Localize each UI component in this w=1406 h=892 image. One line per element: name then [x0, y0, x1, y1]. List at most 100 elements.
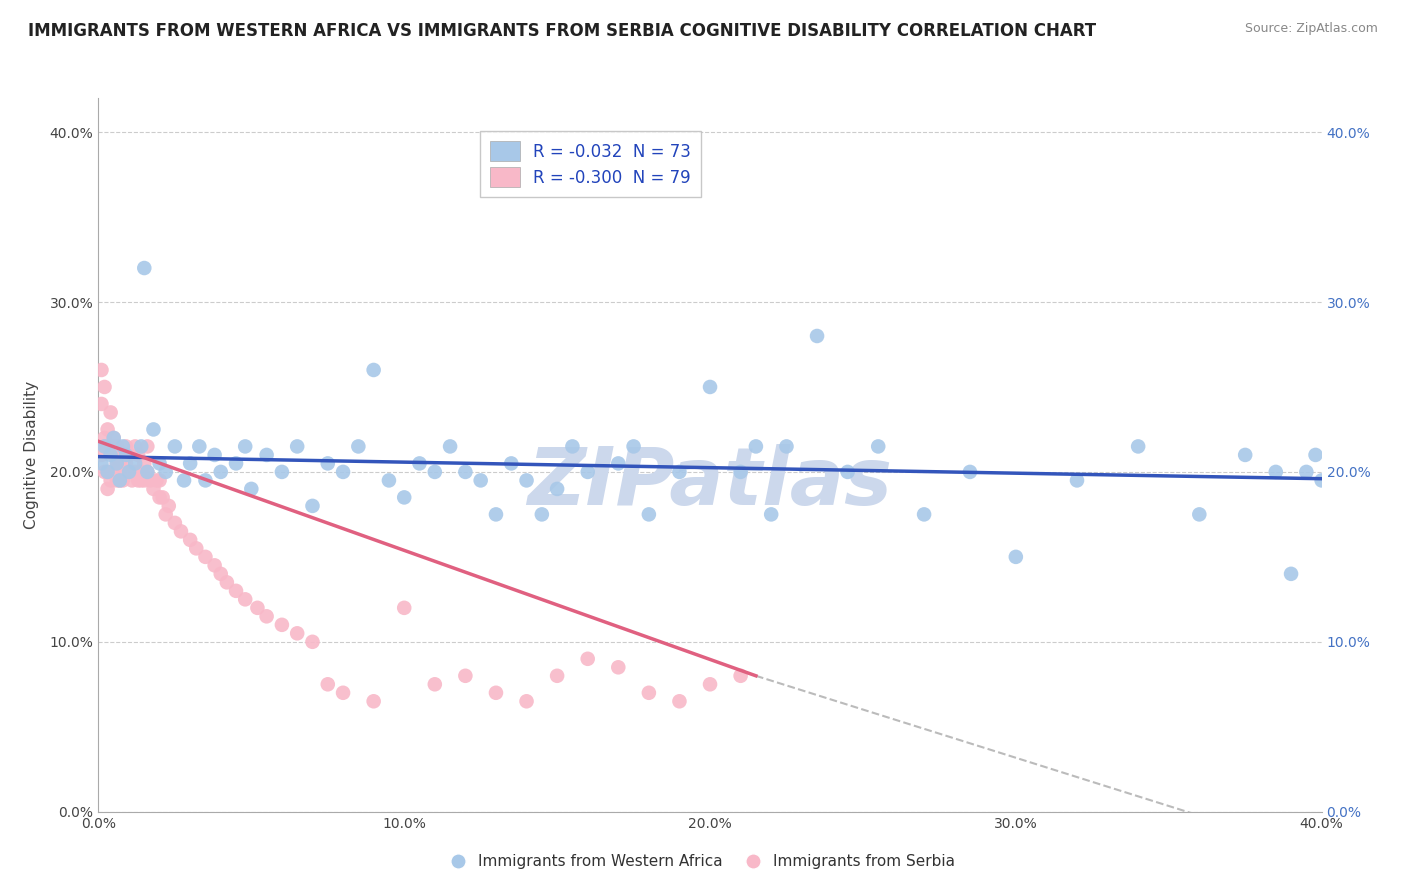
- Point: [637, 686, 661, 700]
- Point: [118, 465, 141, 479]
- Point: [837, 465, 859, 479]
- Point: [423, 677, 446, 691]
- Point: [111, 474, 134, 488]
- Point: [105, 457, 128, 471]
- Point: [1310, 474, 1333, 488]
- Point: [912, 508, 935, 522]
- Point: [332, 465, 354, 479]
- Point: [100, 405, 122, 419]
- Point: [576, 652, 599, 666]
- Point: [103, 431, 125, 445]
- Point: [134, 474, 156, 488]
- Point: [332, 686, 354, 700]
- Point: [1234, 448, 1257, 462]
- Point: [115, 457, 138, 471]
- Point: [124, 439, 146, 453]
- Point: [546, 669, 568, 683]
- Point: [607, 660, 630, 674]
- Point: [730, 465, 752, 479]
- Point: [188, 439, 211, 453]
- Point: [485, 686, 508, 700]
- Point: [115, 439, 138, 453]
- Point: [97, 482, 120, 496]
- Point: [149, 457, 172, 471]
- Point: [100, 448, 122, 462]
- Point: [378, 474, 401, 488]
- Point: [301, 499, 323, 513]
- Point: [485, 508, 508, 522]
- Point: [124, 457, 146, 471]
- Point: [111, 439, 134, 453]
- Point: [103, 439, 125, 453]
- Point: [105, 474, 128, 488]
- Point: [108, 474, 131, 488]
- Point: [90, 397, 112, 411]
- Point: [730, 669, 752, 683]
- Point: [173, 474, 195, 488]
- Point: [103, 431, 125, 445]
- Point: [105, 439, 128, 453]
- Point: [149, 491, 172, 505]
- Point: [93, 380, 115, 394]
- Point: [392, 600, 416, 615]
- Text: Source: ZipAtlas.com: Source: ZipAtlas.com: [1244, 22, 1378, 36]
- Point: [90, 457, 112, 471]
- Point: [124, 465, 146, 479]
- Point: [423, 465, 446, 479]
- Point: [103, 465, 125, 479]
- Point: [363, 363, 385, 377]
- Point: [97, 465, 120, 479]
- Point: [530, 508, 553, 522]
- Point: [97, 465, 120, 479]
- Text: ZIPatlas: ZIPatlas: [527, 444, 893, 523]
- Point: [454, 669, 477, 683]
- Point: [959, 465, 981, 479]
- Point: [301, 635, 323, 649]
- Point: [607, 457, 630, 471]
- Point: [285, 439, 308, 453]
- Legend: R = -0.032  N = 73, R = -0.300  N = 79: R = -0.032 N = 73, R = -0.300 N = 79: [479, 131, 702, 196]
- Point: [576, 465, 599, 479]
- Point: [699, 677, 721, 691]
- Point: [516, 694, 538, 708]
- Point: [637, 508, 661, 522]
- Point: [155, 508, 177, 522]
- Point: [149, 474, 172, 488]
- Point: [233, 592, 256, 607]
- Point: [408, 457, 430, 471]
- Point: [118, 448, 141, 462]
- Point: [108, 474, 131, 488]
- Point: [246, 600, 269, 615]
- Point: [121, 474, 143, 488]
- Point: [668, 694, 690, 708]
- Point: [90, 448, 112, 462]
- Point: [668, 465, 690, 479]
- Point: [108, 465, 131, 479]
- Point: [97, 439, 120, 453]
- Point: [129, 465, 152, 479]
- Point: [233, 439, 256, 453]
- Point: [136, 465, 159, 479]
- Point: [215, 575, 238, 590]
- Point: [194, 474, 217, 488]
- Point: [316, 677, 339, 691]
- Point: [204, 558, 226, 573]
- Point: [157, 499, 180, 513]
- Point: [204, 448, 226, 462]
- Point: [623, 439, 645, 453]
- Point: [745, 439, 768, 453]
- Point: [103, 448, 125, 462]
- Point: [93, 465, 115, 479]
- Y-axis label: Cognitive Disability: Cognitive Disability: [24, 381, 38, 529]
- Point: [90, 363, 112, 377]
- Point: [516, 474, 538, 488]
- Point: [1188, 508, 1211, 522]
- Point: [225, 583, 247, 598]
- Point: [316, 457, 339, 471]
- Point: [97, 422, 120, 436]
- Point: [142, 422, 165, 436]
- Point: [439, 439, 461, 453]
- Point: [163, 439, 186, 453]
- Point: [186, 541, 208, 556]
- Point: [256, 448, 278, 462]
